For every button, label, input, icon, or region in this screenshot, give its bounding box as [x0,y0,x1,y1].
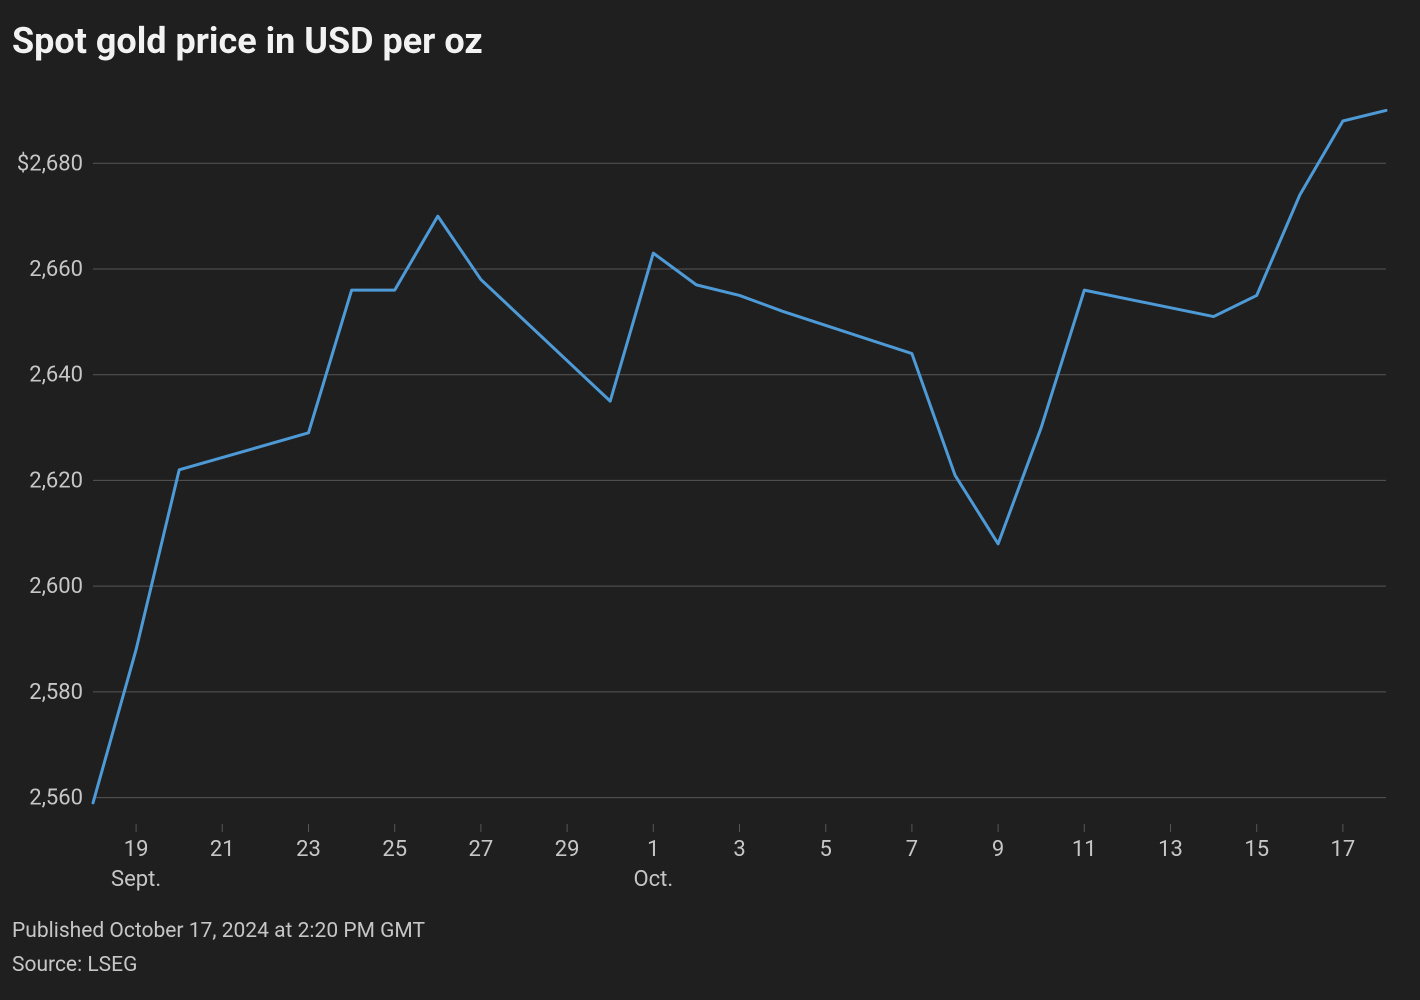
x-axis-label: 25 [382,837,407,862]
x-axis-label: 13 [1158,837,1183,862]
line-chart-svg: 2,5602,5802,6002,6202,6402,660$2,6801921… [8,74,1396,904]
x-axis-label: 15 [1244,837,1269,862]
x-axis-label: 23 [296,837,321,862]
y-axis-label: 2,560 [29,786,83,811]
source-text: Source: LSEG [12,950,1396,982]
chart-title: Spot gold price in USD per oz [12,20,1396,62]
x-axis-label: 9 [992,837,1004,862]
y-axis-label: 2,580 [29,680,83,705]
x-axis-month-label: Oct. [633,867,673,892]
price-line [93,110,1386,802]
y-axis-label: 2,640 [29,363,83,388]
chart-plot-area: 2,5602,5802,6002,6202,6402,660$2,6801921… [8,74,1396,904]
x-axis-label: 1 [647,837,659,862]
x-axis-label: 11 [1072,837,1097,862]
x-axis-label: 17 [1331,837,1356,862]
x-axis-label: 5 [820,837,832,862]
x-axis-label: 27 [469,837,494,862]
x-axis-label: 7 [906,837,918,862]
x-axis-label: 19 [124,837,149,862]
chart-footer: Published October 17, 2024 at 2:20 PM GM… [12,916,1396,981]
y-axis-label: $2,680 [17,151,83,176]
y-axis-label: 2,620 [29,468,83,493]
published-text: Published October 17, 2024 at 2:20 PM GM… [12,916,1396,948]
chart-container: Spot gold price in USD per oz 2,560 2,580… [0,0,1420,1000]
x-axis-label: 29 [555,837,580,862]
x-axis-label: 3 [733,837,745,862]
x-axis-label: 21 [210,837,235,862]
y-axis-label: 2,600 [29,574,83,599]
y-axis-label: 2,660 [29,257,83,282]
x-axis-month-label: Sept. [111,867,161,892]
